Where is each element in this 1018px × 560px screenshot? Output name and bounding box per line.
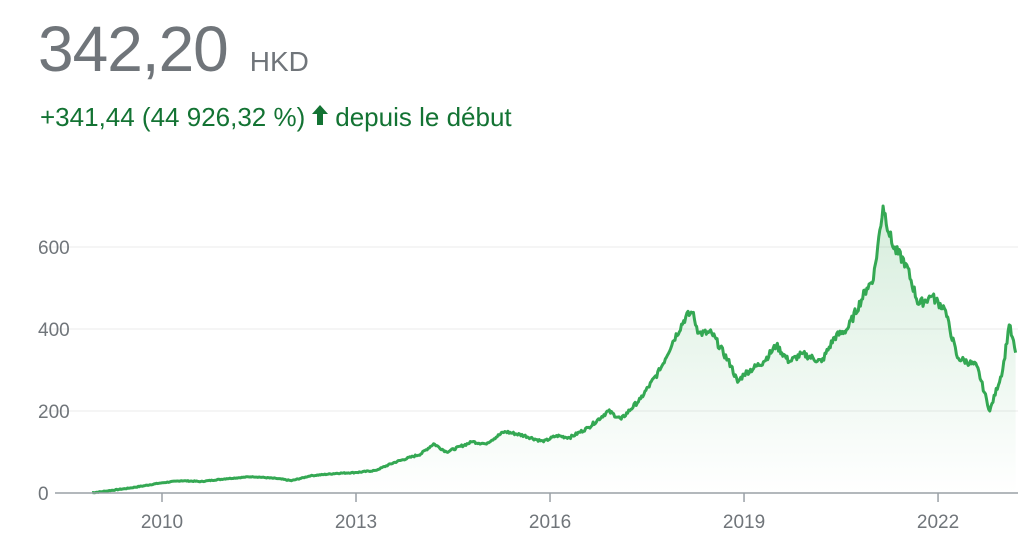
x-tick-label: 2019 xyxy=(723,512,765,533)
y-tick-label: 400 xyxy=(38,320,70,341)
y-tick-label: 200 xyxy=(38,402,70,423)
currency: HKD xyxy=(249,46,309,77)
change-value: +341,44 (44 926,32 %) xyxy=(40,102,306,132)
x-tick-label: 2013 xyxy=(335,512,377,533)
x-tick-label: 2016 xyxy=(529,512,571,533)
x-tick-label: 2022 xyxy=(917,512,959,533)
price-change: +341,44 (44 926,32 %) depuis le début xyxy=(40,102,512,133)
x-tick-label: 2010 xyxy=(141,512,183,533)
area-fill xyxy=(92,206,1016,493)
arrow-up-icon xyxy=(311,102,329,133)
y-tick-label: 0 xyxy=(38,484,49,505)
y-tick-label: 600 xyxy=(38,238,70,259)
series-line xyxy=(91,204,1018,495)
change-period: depuis le début xyxy=(335,102,512,132)
current-price: 342,20 xyxy=(38,13,229,85)
price-display: 342,20 HKD xyxy=(38,12,309,86)
